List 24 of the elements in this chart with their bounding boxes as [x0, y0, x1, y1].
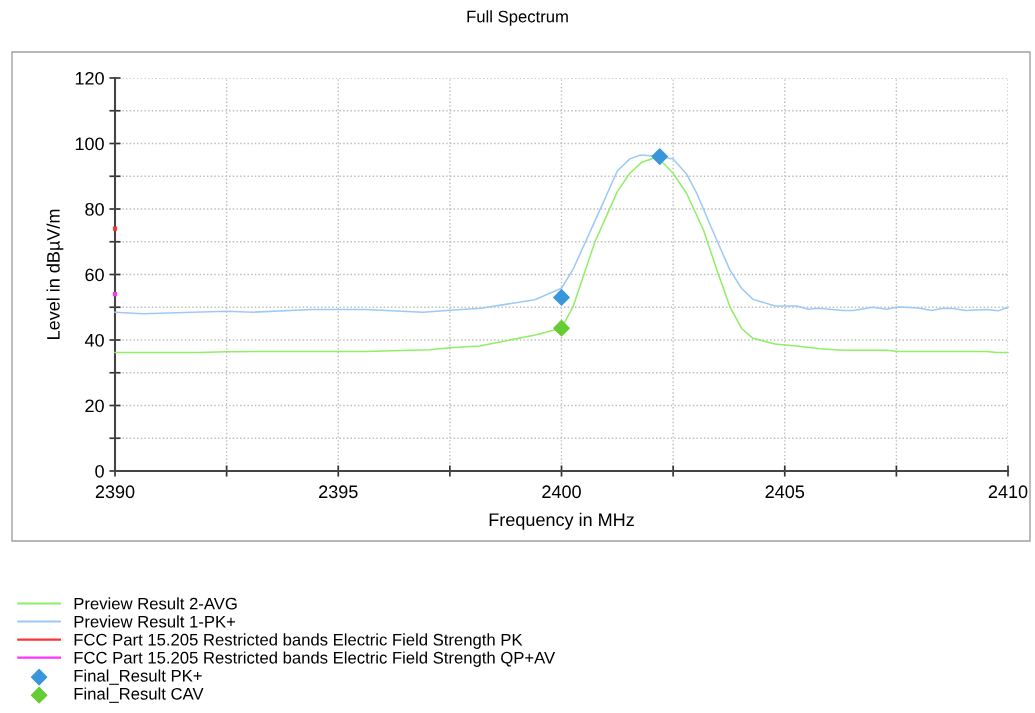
x-tick-label: 2390 — [95, 485, 135, 499]
x-axis-title: Frequency in MHz — [489, 512, 634, 530]
x-tick-label: 2405 — [765, 485, 805, 499]
x-tick-label: 2410 — [988, 485, 1028, 499]
legend-label: Preview Result 1-PK+ — [74, 615, 236, 628]
legend-label: Preview Result 2-AVG — [74, 597, 237, 610]
y-tick-label: 120 — [75, 71, 104, 85]
y-axis-title: Level in dBµV/m — [46, 209, 64, 339]
x-tick-label: 2400 — [542, 485, 581, 499]
y-tick-label: 60 — [85, 268, 104, 282]
y-tick-label: 0 — [95, 464, 104, 478]
y-tick-label: 100 — [75, 137, 104, 151]
y-tick-label: 20 — [85, 399, 104, 413]
legend-label: FCC Part 15.205 Restricted bands Electric Field Strength PK — [74, 633, 523, 649]
y-tick-label: 80 — [85, 202, 104, 216]
y-tick-label: 40 — [84, 333, 104, 347]
point — [553, 319, 570, 337]
point — [553, 289, 570, 306]
x-tick-label: 2395 — [319, 485, 358, 499]
legend-label: Final_Result CAV — [74, 687, 204, 703]
legend-label: Final_Result PK+ — [74, 669, 202, 685]
point — [651, 148, 669, 165]
legend-label: FCC Part 15.205 Restricted bands Electric Field Strength QP+AV — [74, 651, 556, 667]
chart-title: Full Spectrum — [467, 10, 568, 26]
